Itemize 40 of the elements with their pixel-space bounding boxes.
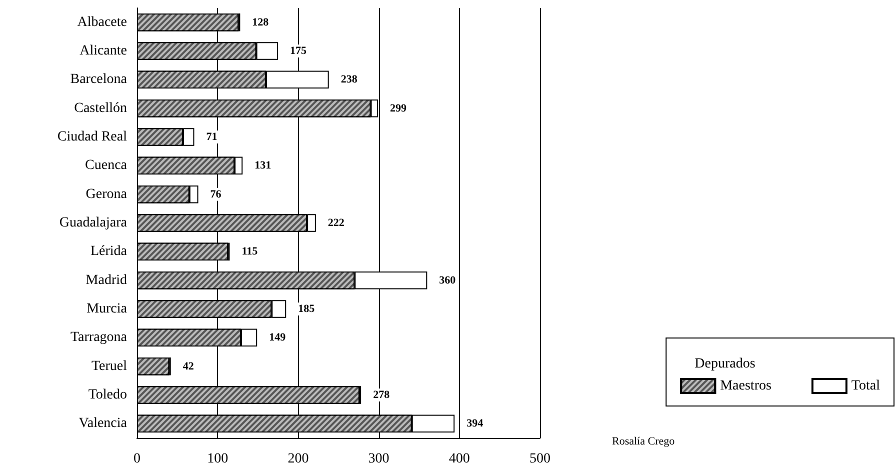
total-label: 278 — [373, 389, 390, 401]
y-tick-label: Cuenca — [85, 158, 128, 174]
legend-title: Depurados — [694, 356, 756, 372]
legend-label: Maestros — [720, 378, 772, 394]
total-label: 238 — [340, 74, 358, 86]
y-tick-label: Alicante — [80, 44, 127, 58]
y-tick-label: Teruel — [91, 358, 128, 374]
total-label: 222 — [328, 217, 345, 229]
x-tick-label: 200 — [288, 452, 309, 466]
y-tick-label: Ciudad Real — [57, 130, 128, 144]
legend-label: Total — [851, 378, 880, 394]
total-label: 185 — [298, 303, 316, 315]
y-tick-label: Guadalajara — [59, 216, 128, 230]
x-tick-label: 100 — [207, 452, 228, 466]
total-label: 149 — [269, 332, 286, 344]
x-tick-label: 0 — [134, 452, 140, 466]
y-tick-label: Castellón — [74, 100, 127, 116]
total-label: 42 — [182, 360, 194, 372]
y-tick-label: Toledo — [88, 388, 127, 402]
total-label: 175 — [290, 45, 308, 57]
x-tick-label: 300 — [368, 452, 390, 466]
total-label: 360 — [439, 274, 456, 286]
y-tick-label: Valencia — [78, 416, 128, 432]
x-tick-label: 500 — [530, 452, 550, 466]
y-tick-label: Lérida — [90, 244, 128, 260]
total-label: 71 — [206, 131, 218, 143]
y-tick-label: Madrid — [86, 272, 127, 288]
y-tick-label: Barcelona — [70, 72, 128, 88]
x-tick-label: 400 — [448, 452, 470, 466]
total-label: 299 — [390, 102, 407, 114]
y-tick-label: Gerona — [86, 186, 128, 202]
total-label: 131 — [254, 160, 272, 172]
y-tick-label: Murcia — [86, 302, 128, 316]
total-label: 76 — [210, 188, 222, 200]
y-tick-label: Tarragona — [70, 330, 128, 346]
y-tick-label: Albacete — [77, 14, 127, 30]
text: Rosalía Crego — [612, 436, 676, 448]
total-label: 115 — [242, 246, 258, 258]
total-label: 128 — [252, 16, 270, 28]
total-label: 394 — [466, 418, 484, 430]
